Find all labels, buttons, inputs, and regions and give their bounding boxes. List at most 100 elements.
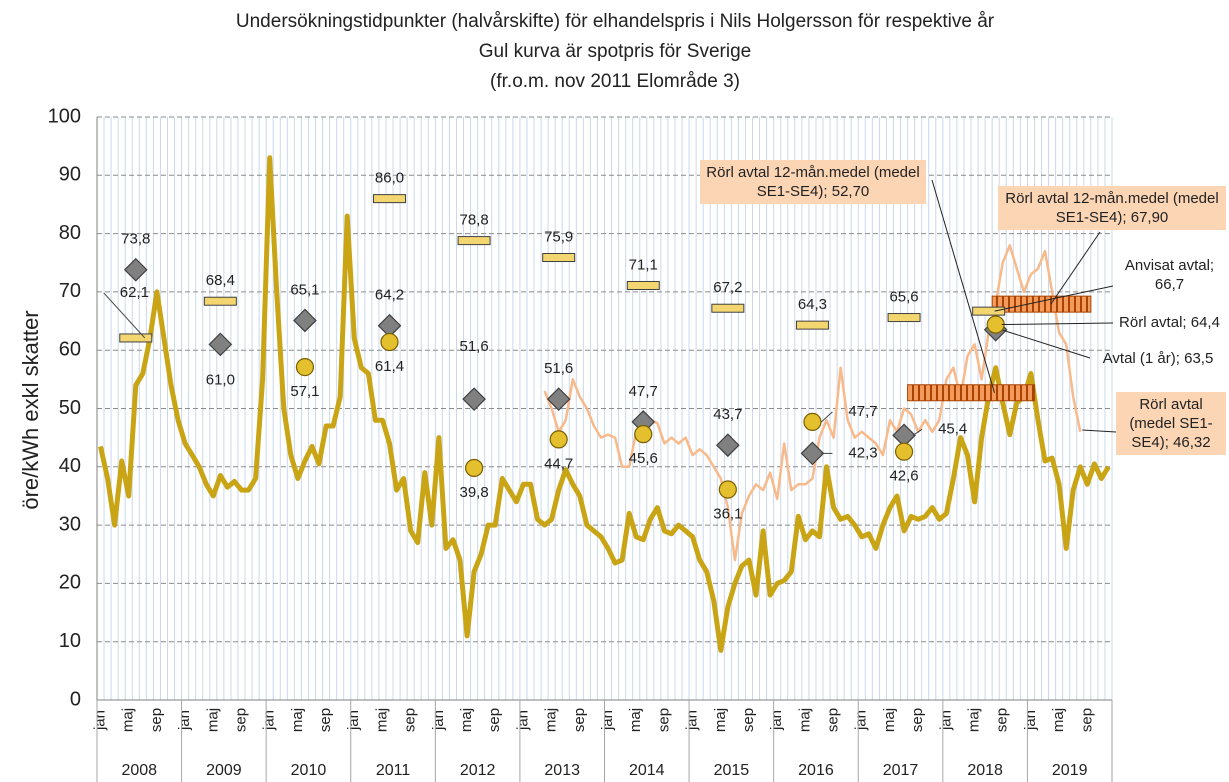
year-label: 2012 bbox=[460, 762, 496, 779]
x-tick-label: maj bbox=[204, 708, 221, 732]
circle-marker bbox=[894, 442, 914, 461]
leader-line bbox=[821, 411, 833, 423]
year-label: 2009 bbox=[206, 762, 242, 779]
year-label: 2008 bbox=[121, 762, 157, 779]
x-tick-label: sep bbox=[1078, 708, 1095, 732]
data-label: 68,4 bbox=[206, 272, 235, 289]
data-label: 65,6 bbox=[889, 289, 918, 306]
price-bar bbox=[373, 194, 407, 204]
y-tick-label: 30 bbox=[59, 513, 81, 535]
diamond-marker bbox=[546, 387, 571, 412]
year-label: 2014 bbox=[629, 762, 665, 779]
year-label: 2018 bbox=[967, 762, 1003, 779]
x-tick-label: maj bbox=[966, 708, 983, 732]
x-tick-label: jan bbox=[937, 710, 954, 731]
y-tick-label: 40 bbox=[59, 455, 81, 477]
price-bar bbox=[457, 236, 491, 246]
y-tick-label: 50 bbox=[59, 397, 81, 419]
data-label: 57,1 bbox=[290, 383, 319, 400]
y-tick-label: 90 bbox=[59, 164, 81, 186]
data-label: 65,1 bbox=[290, 281, 319, 298]
x-tick-label: jan bbox=[853, 710, 870, 731]
x-tick-label: jan bbox=[176, 710, 193, 731]
x-tick-label: sep bbox=[402, 708, 419, 732]
x-tick-label: jan bbox=[345, 710, 362, 731]
x-tick-label: sep bbox=[994, 708, 1011, 732]
series-line bbox=[98, 155, 1111, 653]
y-tick-label: 80 bbox=[59, 222, 81, 244]
x-tick-label: jan bbox=[768, 710, 785, 731]
x-tick-label: sep bbox=[909, 708, 926, 732]
x-tick-label: jan bbox=[514, 710, 531, 731]
x-tick-label: jan bbox=[599, 710, 616, 731]
data-label: 71,1 bbox=[629, 256, 658, 273]
diamond-marker bbox=[800, 441, 825, 466]
circle-marker bbox=[380, 332, 399, 352]
annotation-box: Rörl avtal (medel SE1-SE4); 46,32 bbox=[1116, 392, 1226, 455]
y-tick-label: 0 bbox=[70, 688, 81, 710]
x-tick-label: maj bbox=[373, 708, 390, 732]
x-tick-label: sep bbox=[825, 708, 842, 732]
data-label: Avtal (1 år); 63,5 bbox=[1102, 350, 1214, 367]
data-label: 75,9 bbox=[544, 228, 573, 245]
data-label: 73,8 bbox=[121, 231, 150, 248]
period-average-bar bbox=[991, 295, 1092, 313]
chart-subtitle: Gul kurva är spotpris för Sverige bbox=[479, 41, 751, 62]
x-tick-label: jan bbox=[261, 710, 278, 731]
data-label: 64,3 bbox=[798, 296, 827, 313]
price-bar bbox=[626, 280, 660, 290]
data-label: Anvisat avtal; 66,7 bbox=[1124, 257, 1215, 293]
data-label: 64,2 bbox=[375, 287, 404, 304]
data-label: 47,7 bbox=[848, 403, 877, 420]
x-tick-label: jan bbox=[430, 710, 447, 731]
circle-marker bbox=[549, 430, 568, 449]
data-label: 61,4 bbox=[375, 358, 404, 375]
data-label: 67,2 bbox=[713, 279, 742, 296]
data-label: 39,8 bbox=[459, 484, 488, 501]
y-tick-label: 60 bbox=[59, 338, 81, 360]
diamond-marker bbox=[123, 257, 148, 282]
data-label: 44,7 bbox=[544, 455, 573, 472]
y-tick-label: 20 bbox=[59, 572, 81, 594]
price-bar bbox=[203, 296, 237, 306]
leader-line bbox=[103, 292, 146, 339]
data-label: 47,7 bbox=[629, 383, 658, 400]
data-label: 45,6 bbox=[629, 450, 658, 467]
diamond-marker bbox=[293, 308, 317, 333]
leader-line bbox=[1050, 231, 1101, 305]
x-tick-label: maj bbox=[712, 708, 729, 732]
data-label: 62,1 bbox=[120, 284, 149, 301]
x-tick-label: maj bbox=[881, 708, 898, 732]
data-label: 36,1 bbox=[713, 506, 742, 523]
data-label: 42,6 bbox=[889, 468, 918, 485]
price-bar bbox=[542, 253, 576, 263]
data-label: 51,6 bbox=[544, 360, 573, 377]
leader-line bbox=[931, 179, 995, 393]
period-average-bar bbox=[907, 384, 1035, 402]
x-tick-label: sep bbox=[655, 708, 672, 732]
price-bar bbox=[887, 313, 921, 323]
circle-marker bbox=[803, 412, 822, 432]
year-label: 2013 bbox=[544, 762, 580, 779]
x-tick-label: sep bbox=[486, 708, 503, 732]
data-label: 78,8 bbox=[459, 212, 488, 229]
x-tick-label: maj bbox=[120, 708, 137, 732]
diamond-marker bbox=[462, 387, 486, 412]
series-line bbox=[543, 244, 1082, 562]
chart-title: Undersökningstidpunkter (halvårskifte) f… bbox=[236, 11, 995, 32]
x-tick-label: maj bbox=[1050, 708, 1067, 732]
leader-line bbox=[1082, 429, 1117, 433]
x-tick-label: sep bbox=[317, 708, 334, 732]
price-bar bbox=[972, 306, 1006, 316]
x-tick-label: jan bbox=[1022, 710, 1039, 731]
x-tick-label: sep bbox=[232, 708, 249, 732]
x-tick-label: jan bbox=[684, 710, 701, 731]
y-tick-label: 70 bbox=[59, 280, 81, 302]
circle-marker bbox=[986, 315, 1005, 334]
price-bar bbox=[795, 320, 829, 330]
y-tick-label: 100 bbox=[48, 105, 81, 127]
annotation-box: Rörl avtal 12-mån.medel (medel SE1-SE4);… bbox=[998, 186, 1226, 230]
x-tick-label: maj bbox=[796, 708, 813, 732]
data-label: Rörl avtal; 64,4 bbox=[1119, 314, 1220, 331]
